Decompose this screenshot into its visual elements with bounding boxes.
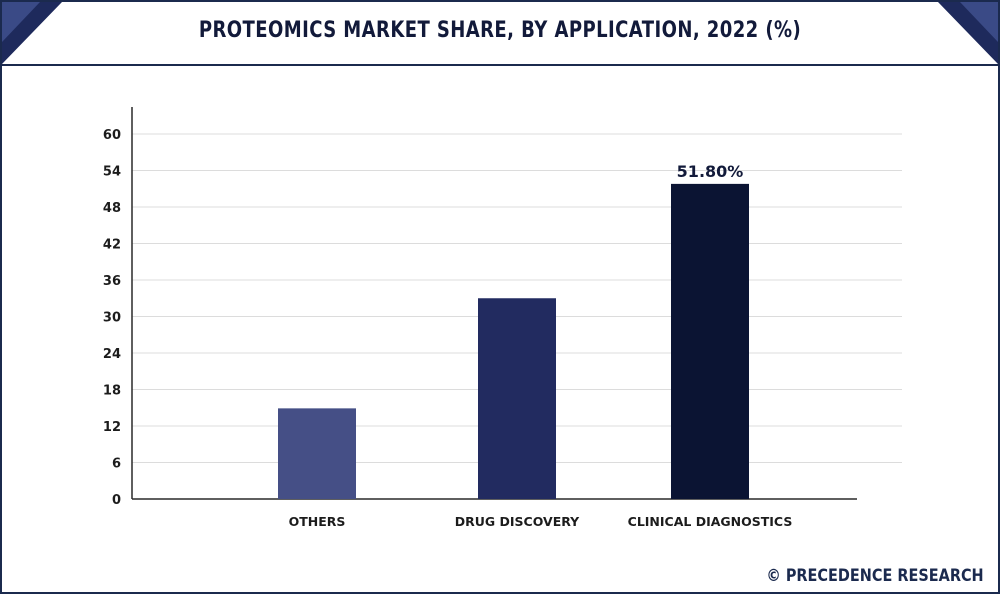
y-tick-label: 18 [103, 384, 121, 399]
chart-title: PROTEOMICS MARKET SHARE, BY APPLICATION,… [198, 18, 802, 43]
x-category-label: DRUG DISCOVERY [455, 514, 580, 529]
bar-drug-discovery [478, 298, 556, 499]
y-tick-label: 54 [103, 165, 121, 180]
y-tick-label: 36 [103, 274, 121, 289]
header-band: PROTEOMICS MARKET SHARE, BY APPLICATION,… [2, 2, 998, 66]
y-tick-label: 24 [103, 347, 121, 362]
corner-decoration-right [938, 2, 998, 64]
bar-others [278, 408, 356, 499]
source-credit: © PRECEDENCE RESEARCH [766, 566, 984, 586]
bar-data-label: 51.80% [677, 162, 744, 181]
y-tick-label: 6 [112, 457, 121, 472]
y-tick-label: 42 [103, 238, 121, 253]
x-category-label: CLINICAL DIAGNOSTICS [628, 514, 793, 529]
x-category-label: OTHERS [289, 514, 346, 529]
bar-clinical-diagnostics [671, 183, 749, 499]
y-tick-label: 60 [103, 128, 121, 143]
y-tick-label: 0 [112, 493, 121, 508]
corner-decoration-left [2, 2, 62, 64]
y-tick-label: 48 [103, 201, 121, 216]
y-tick-label: 30 [103, 311, 121, 326]
y-tick-label: 12 [103, 420, 121, 435]
